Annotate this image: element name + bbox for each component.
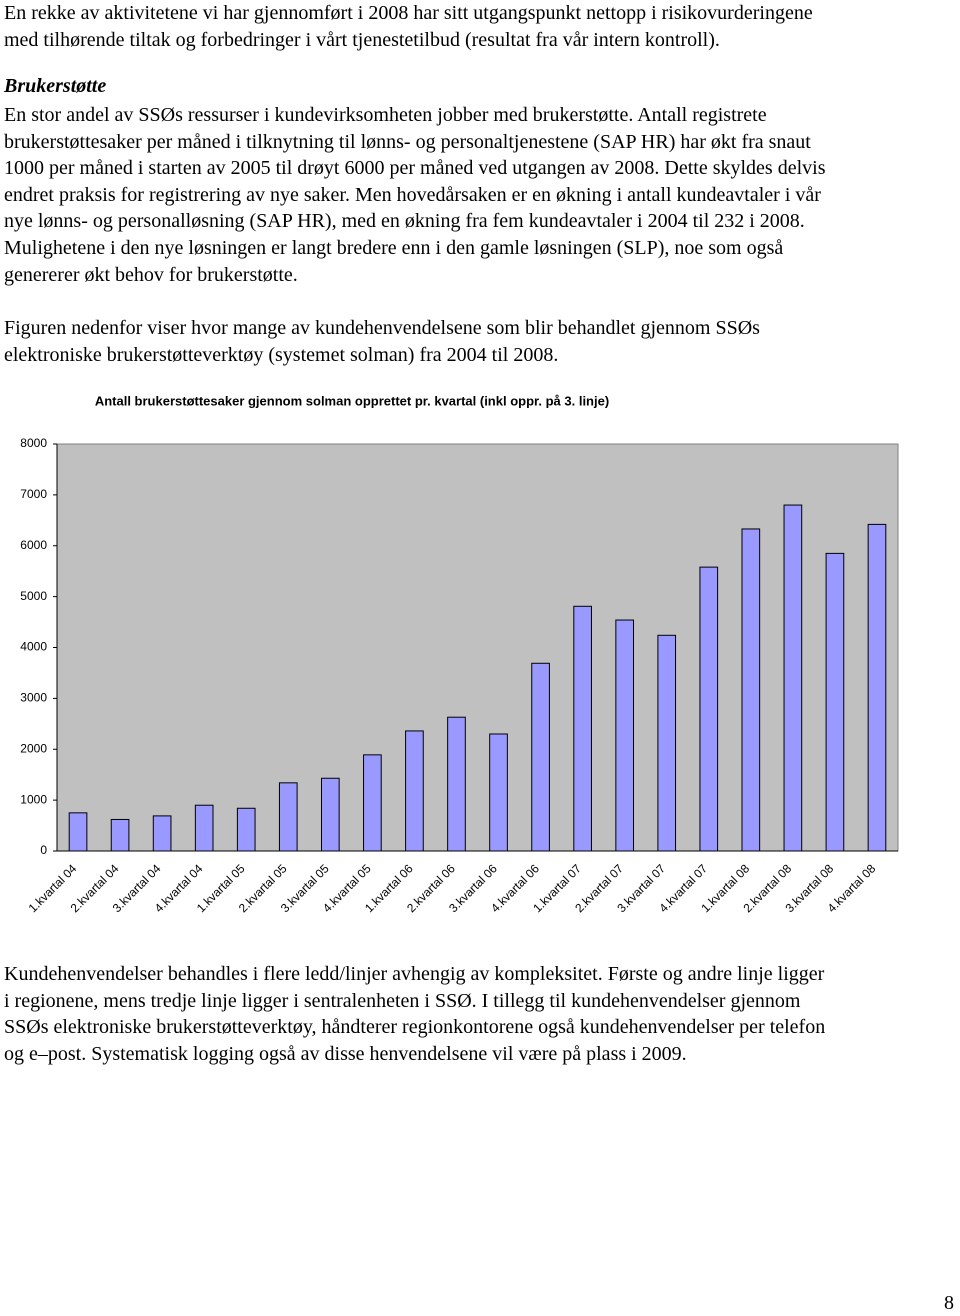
paragraph: En rekke av aktivitetene vi har gjennomf… [4,0,813,53]
bar [68,812,88,852]
text-line: genererer økt behov for brukerstøtte. [4,263,298,286]
y-tick-label: 1000 [20,792,47,806]
chart: Antall brukerstøttesaker gjennom solman … [20,393,899,915]
text-line: SSØs elektroniske brukerstøtteverktøy, h… [4,1016,826,1039]
bar [657,634,677,852]
bar [615,619,635,852]
bar [741,528,761,852]
bar [363,754,382,852]
bar [236,807,256,852]
text-line: 1000 per måned i starten av 2005 til drø… [4,157,826,180]
paragraph: Figuren nedenfor viser hvor mange av kun… [4,315,760,368]
text-line: endret praksis for registrering av nye s… [4,183,821,206]
plot-area [56,443,899,852]
chart-title: Antall brukerstøttesaker gjennom solman … [95,393,609,408]
y-tick-label: 4000 [20,640,47,654]
y-tick-label: 6000 [20,538,47,552]
bar [110,818,130,852]
y-tick-label: 2000 [20,741,47,755]
bar [320,777,340,852]
y-tick-label: 8000 [20,436,47,450]
text-line: i regionene, mens tredje linje ligger i … [4,989,801,1012]
text-line: Mulighetene i den nye løsningen er langt… [4,236,784,259]
text-line: nye lønns- og personalløsning (SAP HR), … [4,210,805,233]
bar [531,662,550,852]
text-line: med tilhørende tiltak og forbedringer i … [4,28,720,51]
bar [825,552,845,852]
y-tick-label: 5000 [20,589,47,603]
paragraph: En stor andel av SSØs ressurser i kundev… [4,102,825,288]
bar [489,733,508,852]
text-line: Kundehenvendelser behandles i flere ledd… [4,963,825,985]
text-line: elektroniske brukerstøtteverktøy (system… [4,343,559,366]
bar [867,523,887,852]
y-tick-label: 0 [40,843,47,857]
text-line: og e–post. Systematisk logging også av d… [4,1042,687,1065]
bar [278,782,298,852]
bar [783,504,803,852]
section-heading: Brukerstøtte [4,75,107,97]
page-number: 8 [944,1292,954,1314]
paragraph: Kundehenvendelser behandles i flere ledd… [4,961,825,1067]
text-line: Figuren nedenfor viser hvor mange av kun… [4,317,760,339]
bar [152,815,172,852]
text-line: En stor andel av SSØs ressurser i kundev… [4,104,767,126]
bar [573,605,592,852]
y-tick-label: 7000 [20,487,47,501]
bar [447,716,466,852]
bar [194,804,214,852]
text-line: brukerstøttesaker per måned i tilknytnin… [4,130,811,153]
bar [405,730,424,852]
bar [699,566,719,852]
y-tick-label: 3000 [20,691,47,705]
text-line: En rekke av aktivitetene vi har gjennomf… [4,2,813,24]
